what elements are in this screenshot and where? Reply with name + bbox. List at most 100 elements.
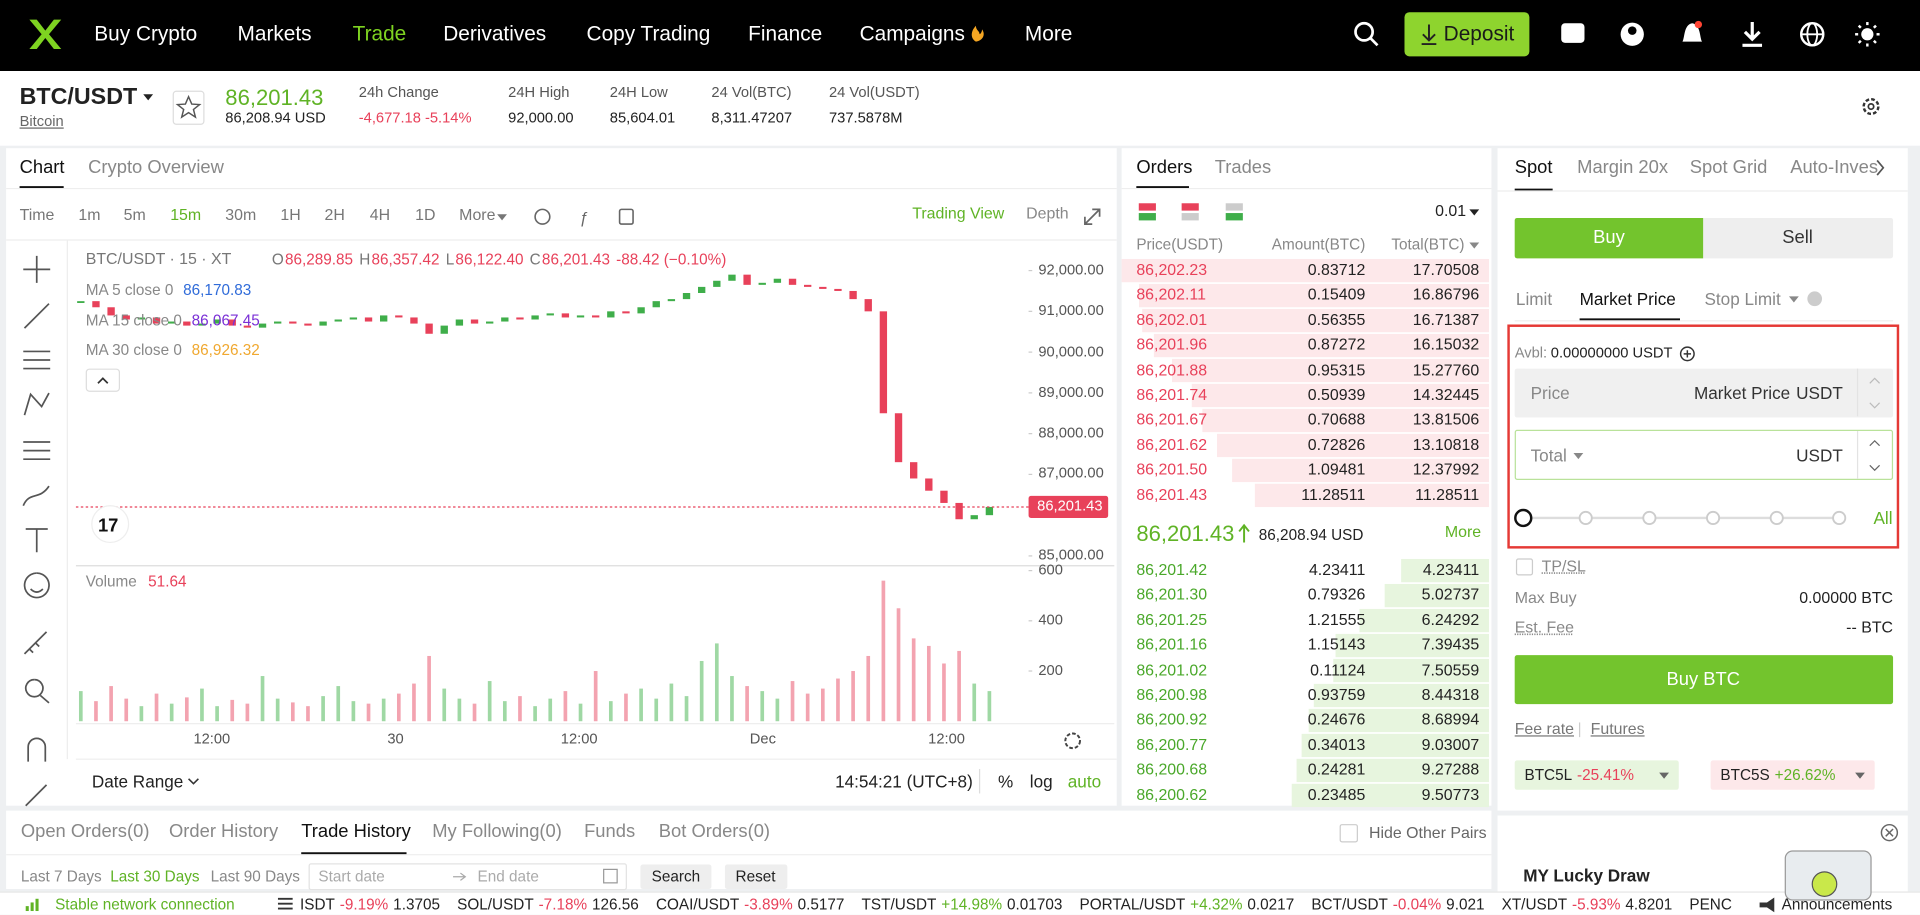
- chart-tab[interactable]: Crypto Overview: [88, 157, 224, 179]
- drawing-tool[interactable]: [24, 678, 50, 704]
- total-input-label[interactable]: Total: [1530, 445, 1567, 466]
- drawing-tool[interactable]: [25, 528, 48, 553]
- ticker-item[interactable]: COAI/USDT -3.89% 0.5177: [656, 896, 844, 914]
- etf-chip[interactable]: [1710, 760, 1875, 790]
- scale-option[interactable]: auto: [1067, 771, 1102, 791]
- etf-chip[interactable]: [1514, 760, 1679, 790]
- template-icon[interactable]: [618, 208, 634, 225]
- tab-scroll-arrow[interactable]: [1876, 159, 1885, 176]
- theme-icon[interactable]: [1861, 28, 1874, 41]
- asks-price[interactable]: 86,201.50: [1136, 460, 1208, 479]
- interval-option[interactable]: 1D: [415, 205, 436, 224]
- drawing-tool[interactable]: [23, 350, 51, 370]
- search-label[interactable]: Search: [651, 867, 701, 886]
- wallet-icon[interactable]: [1561, 23, 1585, 43]
- slider-step[interactable]: [1578, 510, 1593, 526]
- interval-option[interactable]: Time: [19, 205, 55, 224]
- drawing-tool[interactable]: [25, 784, 48, 807]
- tpsl-checkbox[interactable]: [1515, 558, 1534, 576]
- nav-item[interactable]: Finance: [748, 22, 823, 46]
- history-tab[interactable]: Funds: [584, 820, 636, 842]
- asks-price[interactable]: 86,201.43: [1136, 485, 1208, 504]
- interval-option[interactable]: 4H: [369, 205, 391, 224]
- asks-price[interactable]: 86,201.67: [1136, 410, 1208, 429]
- scale-option[interactable]: %: [997, 771, 1014, 791]
- slider-handle[interactable]: [1514, 508, 1533, 528]
- bids-price[interactable]: 86,201.42: [1136, 560, 1208, 579]
- bids-price[interactable]: 86,200.98: [1136, 685, 1208, 704]
- more-link[interactable]: More: [1444, 522, 1482, 541]
- nav-item[interactable]: Markets: [237, 22, 312, 46]
- precision-select[interactable]: 0.01: [1435, 201, 1467, 220]
- orderbook-tab[interactable]: Trades: [1214, 157, 1272, 179]
- range-option[interactable]: Last 30 Days: [110, 867, 200, 886]
- date-input[interactable]: [308, 863, 627, 891]
- search-button[interactable]: [640, 864, 712, 889]
- slider-step[interactable]: [1832, 510, 1847, 526]
- range-option[interactable]: Last 7 Days: [20, 867, 102, 886]
- collapse-legend[interactable]: [85, 368, 121, 392]
- asks-price[interactable]: 86,201.88: [1136, 360, 1208, 379]
- bids-price[interactable]: 86,200.62: [1136, 785, 1208, 804]
- logo[interactable]: [29, 19, 62, 49]
- download-icon[interactable]: [1742, 22, 1763, 47]
- reset-button[interactable]: [724, 864, 788, 889]
- promo-close[interactable]: [1880, 823, 1899, 842]
- fx-icon[interactable]: ƒ: [579, 210, 588, 227]
- bids-price[interactable]: 86,201.02: [1136, 660, 1208, 679]
- trade-tab[interactable]: Auto-Inves: [1790, 157, 1879, 179]
- spinner-up[interactable]: [1869, 377, 1881, 384]
- asks-price[interactable]: 86,202.01: [1136, 310, 1208, 329]
- interval-option[interactable]: More: [459, 205, 496, 224]
- asks-price[interactable]: 86,201.96: [1136, 335, 1208, 354]
- drawing-tool[interactable]: [23, 255, 51, 283]
- asks-price[interactable]: 86,202.23: [1136, 260, 1208, 279]
- drawing-tool[interactable]: [23, 631, 48, 655]
- trade-tab[interactable]: Spot: [1514, 157, 1553, 179]
- interval-option[interactable]: 30m: [225, 205, 257, 224]
- layout-icon-top[interactable]: [1225, 203, 1243, 211]
- etf-chip-text[interactable]: BTC5S +26.62%: [1720, 766, 1835, 784]
- nav-item[interactable]: More: [1024, 22, 1073, 46]
- bids-price[interactable]: 86,201.16: [1136, 635, 1208, 654]
- scale-option[interactable]: log: [1029, 771, 1053, 791]
- layout-icon-top[interactable]: [1138, 203, 1156, 211]
- drawing-tool[interactable]: [23, 572, 50, 599]
- range-option[interactable]: Last 90 Days: [210, 867, 300, 886]
- reset-label[interactable]: Reset: [735, 867, 776, 886]
- nav-item[interactable]: Campaigns: [859, 22, 965, 46]
- ticker-item[interactable]: TST/USDT +14.98% 0.01703: [862, 896, 1063, 914]
- spinner-down[interactable]: [1869, 402, 1881, 409]
- settings-icon[interactable]: [1862, 97, 1880, 116]
- bids-price[interactable]: 86,200.68: [1136, 760, 1208, 779]
- favorite-button[interactable]: [172, 90, 205, 125]
- chart-tab[interactable]: Chart: [19, 157, 65, 179]
- hide-pairs-checkbox[interactable]: [1339, 824, 1358, 843]
- sell-toggle[interactable]: [1703, 217, 1894, 259]
- view-option[interactable]: Depth: [1026, 203, 1069, 223]
- buy-button[interactable]: [1514, 655, 1894, 705]
- ticker-item[interactable]: ISDT -9.19% 1.3705: [300, 896, 440, 914]
- drawing-tool[interactable]: [22, 485, 50, 507]
- buy-button-label[interactable]: Buy BTC: [1666, 669, 1741, 690]
- buy-toggle-label[interactable]: Buy: [1593, 226, 1625, 248]
- layout-icon-top[interactable]: [1181, 203, 1199, 211]
- bids-price[interactable]: 86,200.92: [1136, 710, 1208, 729]
- ticker-item[interactable]: BCT/USDT -0.04% 9.021: [1311, 896, 1484, 914]
- drawing-tool[interactable]: [23, 441, 51, 461]
- asks-price[interactable]: 86,201.62: [1136, 435, 1208, 454]
- view-option[interactable]: Trading View: [912, 203, 1005, 223]
- etf-chip-text[interactable]: BTC5L -25.41%: [1524, 766, 1634, 784]
- interval-option[interactable]: 15m: [170, 205, 202, 224]
- trade-tab[interactable]: Spot Grid: [1689, 157, 1768, 179]
- ticker-item[interactable]: PORTAL/USDT +4.32% 0.0217: [1080, 896, 1295, 914]
- order-type[interactable]: Limit: [1515, 288, 1553, 309]
- deposit-button[interactable]: [1404, 12, 1530, 57]
- indicator-icon[interactable]: [534, 208, 551, 225]
- nav-item[interactable]: Buy Crypto: [94, 22, 198, 46]
- deposit-label[interactable]: Deposit: [1443, 22, 1515, 46]
- fee-rate-link[interactable]: Fee rate: [1514, 719, 1574, 738]
- drawing-tool[interactable]: [23, 303, 50, 329]
- futures-link[interactable]: Futures: [1590, 719, 1645, 738]
- trade-tab[interactable]: Margin 20x: [1577, 157, 1669, 179]
